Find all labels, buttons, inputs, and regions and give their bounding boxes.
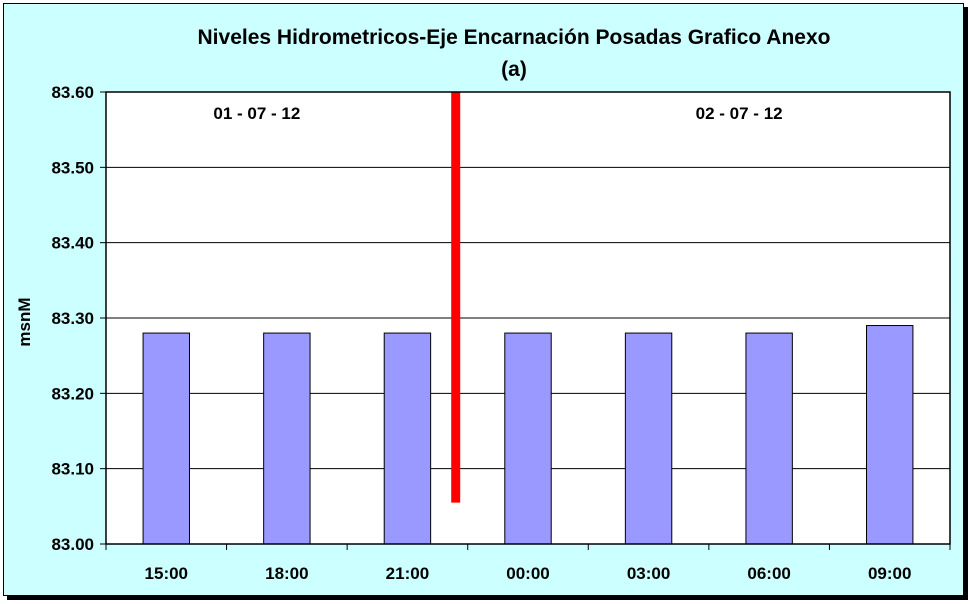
chart-title: Niveles Hidrometricos-Eje Encarnación Po…: [198, 26, 831, 49]
y-tick-label: 83.60: [51, 83, 94, 102]
bar-00:00: [504, 332, 552, 545]
plot-border: [105, 91, 951, 545]
bar-21:00: [383, 332, 432, 545]
x-tick-label: 15:00: [145, 564, 188, 583]
date-annotation: 01 - 07 - 12: [213, 104, 300, 123]
date-annotation: 02 - 07 - 12: [696, 104, 783, 123]
y-axis-label: msnM: [15, 297, 34, 346]
chart-subtitle: (a): [501, 58, 527, 81]
bar-18:00: [263, 332, 311, 545]
y-tick-label: 83.20: [51, 384, 94, 403]
bar-15:00: [142, 332, 190, 545]
chart-area: Niveles Hidrometricos-Eje Encarnación Po…: [3, 3, 964, 596]
x-tick-label: 03:00: [627, 564, 670, 583]
bar-06:00: [745, 332, 793, 545]
x-tick-label: 21:00: [386, 564, 429, 583]
y-tick-label: 83.30: [51, 309, 94, 328]
y-tick-label: 83.50: [51, 158, 94, 177]
x-tick-label: 18:00: [265, 564, 308, 583]
y-tick-label: 83.40: [51, 234, 94, 253]
y-tick-label: 83.10: [51, 460, 94, 479]
bar-chart: Niveles Hidrometricos-Eje Encarnación Po…: [15, 26, 951, 583]
x-tick-label: 09:00: [868, 564, 911, 583]
x-tick-label: 00:00: [506, 564, 549, 583]
x-tick-label: 06:00: [747, 564, 790, 583]
plot-area: 83.00 83.10 83.20 83.30 83.40 83.50 83.60 15:00…: [51, 83, 951, 583]
y-tick-label: 83.00: [51, 535, 94, 554]
bar-09:00: [866, 325, 914, 545]
bar-03:00: [624, 332, 673, 545]
